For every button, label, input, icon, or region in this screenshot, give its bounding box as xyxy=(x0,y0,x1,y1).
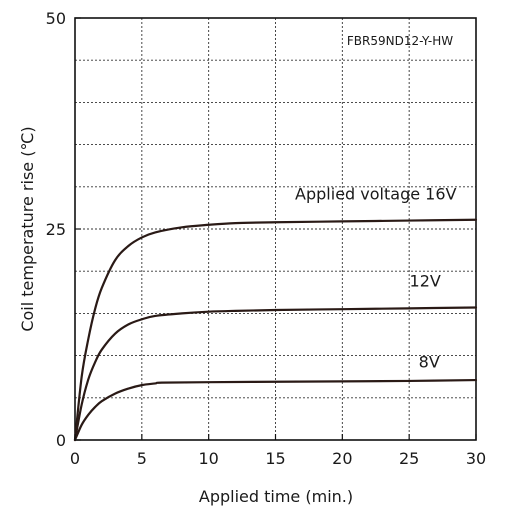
x-tick-label: 5 xyxy=(137,449,147,468)
series-line xyxy=(73,378,478,442)
series-label: 8V xyxy=(419,352,440,371)
x-tick-label: 0 xyxy=(70,449,80,468)
series-line xyxy=(73,306,478,442)
series-annotations: Applied voltage 16V 12V 8V xyxy=(295,184,456,371)
series-label: Applied voltage 16V xyxy=(295,184,456,203)
y-axis-title: Coil temperature rise (℃) xyxy=(18,126,37,331)
x-tick-label: 10 xyxy=(198,449,218,468)
model-label: FBR59ND12-Y-HW xyxy=(347,34,453,48)
x-tick-labels: 0 5 10 15 20 25 30 xyxy=(70,434,486,468)
grid-lines xyxy=(75,18,476,440)
x-axis-title: Applied time (min.) xyxy=(199,487,353,506)
x-tick-label: 25 xyxy=(399,449,419,468)
series-lines xyxy=(73,218,478,442)
y-tick-labels: 0 25 50 xyxy=(46,9,81,450)
y-tick-label: 0 xyxy=(56,431,66,450)
x-tick-label: 20 xyxy=(332,449,352,468)
x-tick-label: 15 xyxy=(265,449,285,468)
x-tick-label: 30 xyxy=(466,449,486,468)
series-label: 12V xyxy=(410,271,441,290)
y-tick-label: 25 xyxy=(46,220,66,239)
y-tick-label: 50 xyxy=(46,9,66,28)
series-line xyxy=(73,218,478,442)
